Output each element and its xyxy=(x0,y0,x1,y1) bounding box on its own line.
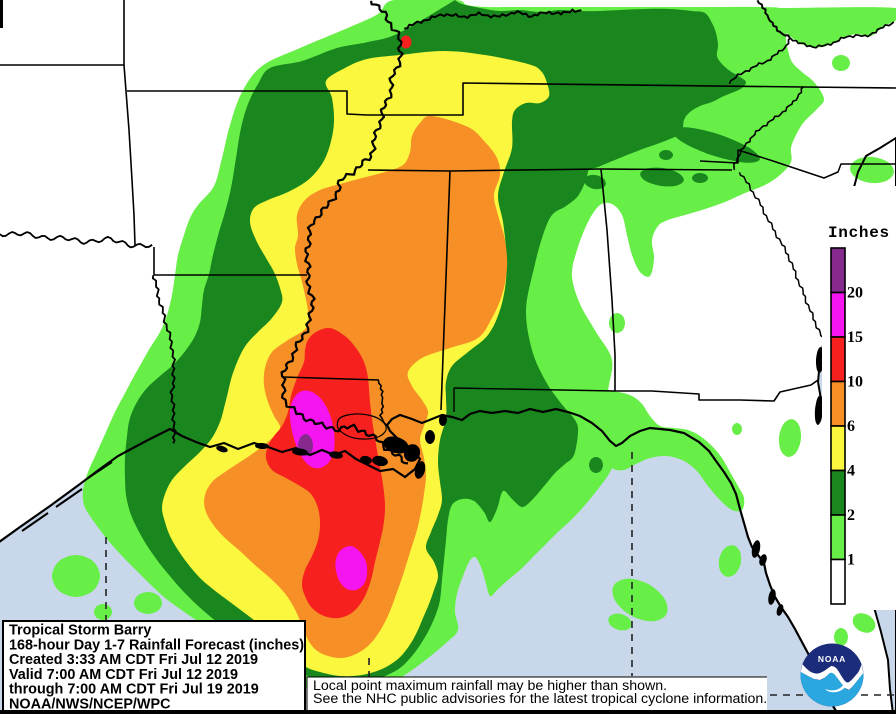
svg-text:4: 4 xyxy=(847,463,855,480)
svg-text:Tropical Storm Barry: Tropical Storm Barry xyxy=(9,623,151,639)
svg-text:NOAA/NWS/NCEP/WPC: NOAA/NWS/NCEP/WPC xyxy=(9,697,171,713)
svg-text:Valid 7:00 AM CDT Fri Jul 12 2: Valid 7:00 AM CDT Fri Jul 12 2019 xyxy=(9,667,238,683)
svg-text:Created 3:33 AM CDT Fri Jul 12: Created 3:33 AM CDT Fri Jul 12 2019 xyxy=(9,652,258,668)
svg-text:168-hour Day 1-7 Rainfall Fore: 168-hour Day 1-7 Rainfall Forecast (inch… xyxy=(9,637,304,653)
svg-text:NOAA: NOAA xyxy=(818,654,846,664)
svg-text:2: 2 xyxy=(847,507,855,524)
svg-text:15: 15 xyxy=(847,329,863,346)
svg-text:1: 1 xyxy=(847,552,855,569)
svg-text:See the NHC public advisories: See the NHC public advisories for the la… xyxy=(313,691,767,707)
svg-text:Local point maximum rainfall m: Local point maximum rainfall may be high… xyxy=(313,678,667,694)
svg-text:Inches: Inches xyxy=(828,224,890,242)
svg-text:6: 6 xyxy=(847,418,855,435)
svg-text:20: 20 xyxy=(847,285,863,302)
svg-text:10: 10 xyxy=(847,374,863,391)
svg-text:through 7:00 AM CDT Fri Jul 19: through 7:00 AM CDT Fri Jul 19 2019 xyxy=(9,682,259,698)
